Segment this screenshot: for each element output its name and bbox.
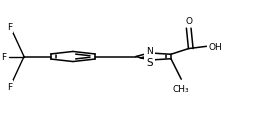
Text: F: F bbox=[7, 82, 12, 91]
Text: CH₃: CH₃ bbox=[173, 84, 190, 93]
Text: S: S bbox=[146, 58, 153, 68]
Text: F: F bbox=[7, 23, 12, 32]
Text: F: F bbox=[1, 53, 6, 61]
Text: OH: OH bbox=[208, 42, 222, 51]
Text: O: O bbox=[185, 17, 192, 25]
Text: N: N bbox=[146, 47, 153, 56]
